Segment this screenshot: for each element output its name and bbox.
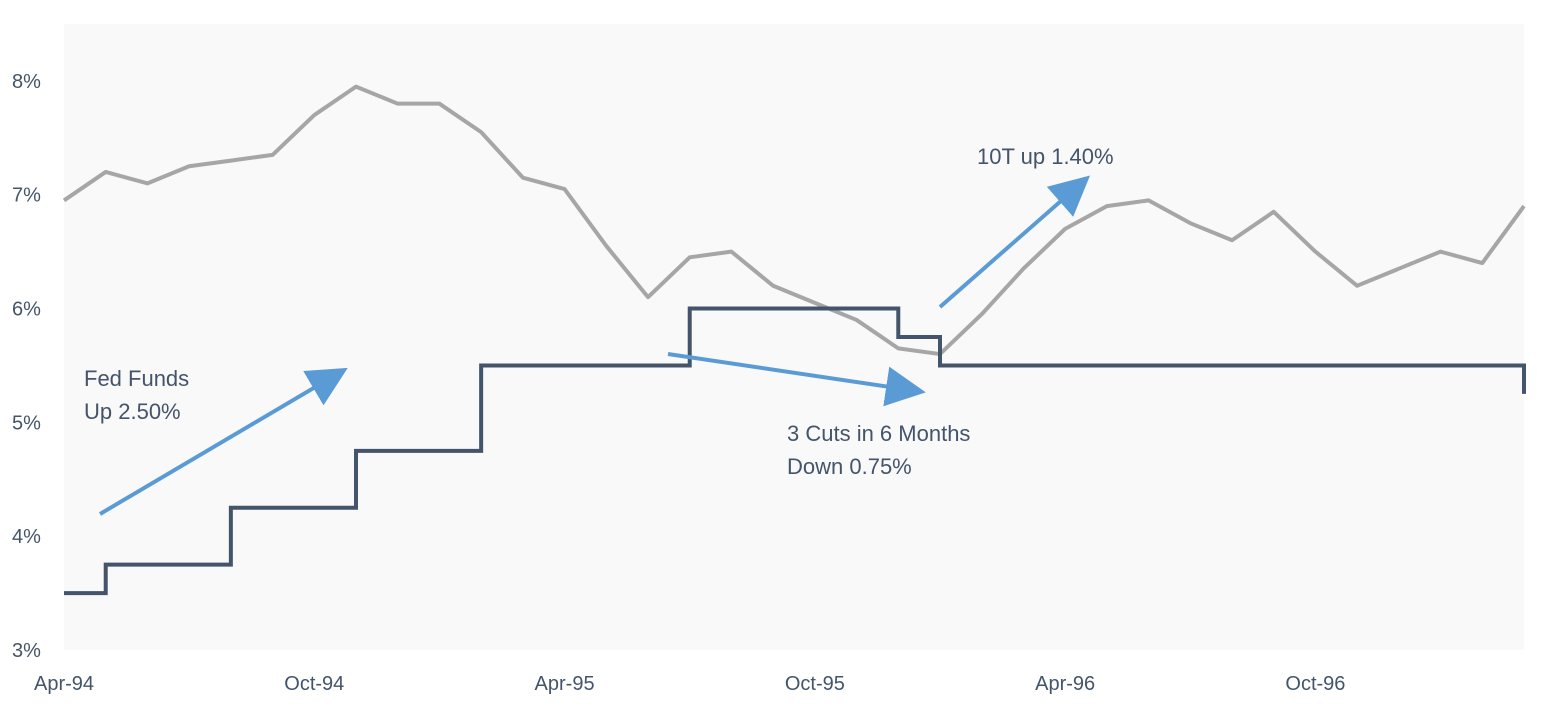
y-tick-label: 6% xyxy=(12,299,41,321)
line-fed-funds xyxy=(64,306,1526,596)
series-10t xyxy=(62,84,1526,357)
y-tick-label: 8% xyxy=(12,71,41,93)
x-tick-label: Oct-95 xyxy=(785,673,845,695)
x-tick-label: Oct-94 xyxy=(284,673,344,695)
arrow-10t xyxy=(938,175,1091,309)
line-10t xyxy=(62,84,1526,357)
x-tick-label: Oct-96 xyxy=(1285,673,1345,695)
y-tick-label: 4% xyxy=(12,526,41,548)
x-tick-label: Apr-94 xyxy=(34,673,94,695)
x-tick-label: Apr-96 xyxy=(1035,673,1095,695)
annotation-cuts-line2: Down 0.75% xyxy=(787,454,912,479)
x-tick-label: Apr-95 xyxy=(535,673,595,695)
annotation-fed-funds-line1: Fed Funds xyxy=(84,366,189,391)
annotation-10t-line1: 10T up 1.40% xyxy=(977,144,1114,169)
series-fed-funds xyxy=(64,306,1526,596)
arrow-fed-funds xyxy=(98,367,348,516)
y-tick-label: 5% xyxy=(12,412,41,434)
arrow-cuts xyxy=(667,352,926,407)
y-tick-label: 3% xyxy=(12,640,41,662)
y-tick-label: 7% xyxy=(12,185,41,207)
annotation-cuts-line1: 3 Cuts in 6 Months xyxy=(787,421,970,446)
annotation-fed-funds-line2: Up 2.50% xyxy=(84,399,181,424)
plot-area xyxy=(64,24,1524,650)
